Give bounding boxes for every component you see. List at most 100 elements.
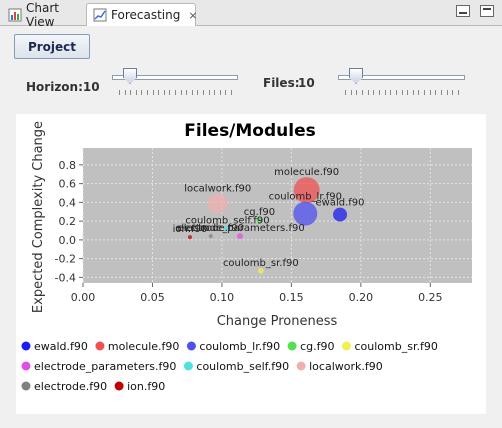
slider-tick (368, 90, 369, 95)
slider-tick (220, 90, 221, 95)
legend-label: ewald.f90 (34, 340, 88, 353)
slider-tick (396, 90, 397, 95)
legend-label: localwork.f90 (309, 360, 383, 373)
forecast-icon (93, 8, 107, 22)
legend-item[interactable]: ion.f90 (114, 380, 166, 393)
legend-label: cg.f90 (300, 340, 334, 353)
project-button[interactable]: Project (14, 34, 90, 59)
slider-tick (209, 90, 210, 95)
legend-swatch (341, 341, 351, 351)
minimize-icon[interactable] (456, 5, 470, 17)
slider-ticks (338, 90, 465, 96)
legend-item[interactable]: electrode_parameters.f90 (21, 360, 177, 373)
slider-tick (385, 90, 386, 95)
slider-tick (435, 90, 436, 95)
legend-swatch (21, 341, 31, 351)
data-point (256, 217, 263, 224)
slider-tick (418, 90, 419, 95)
point-label: coulomb_lr.f90 (269, 192, 342, 203)
slider-tick (231, 90, 232, 95)
tab-forecasting[interactable]: Forecasting ⨯ (86, 3, 198, 26)
y-tick-label: 0.2 (59, 215, 77, 228)
slider-tick (447, 90, 448, 95)
scatter-chart: Files/Modules 0.00 0.05 0.10 0.15 0.20 0.25 -… (21, 121, 472, 393)
legend-swatch (95, 341, 105, 351)
data-point (208, 234, 213, 239)
legend-swatch (296, 361, 306, 371)
legend-item[interactable]: coulomb_self.f90 (183, 360, 289, 373)
data-point (293, 177, 320, 204)
slider-tick (379, 90, 380, 95)
legend-label: electrode_parameters.f90 (34, 360, 176, 373)
x-tick-label: 0.05 (140, 291, 165, 304)
slider-tick (441, 90, 442, 95)
data-point (224, 225, 231, 232)
legend-label: ion.f90 (127, 380, 165, 393)
slider-track (112, 75, 238, 80)
slider-tick (424, 90, 425, 95)
legend-swatch (21, 361, 31, 371)
legend-item[interactable]: molecule.f90 (95, 340, 179, 353)
slider-thumb[interactable] (123, 68, 137, 84)
legend-swatch (21, 381, 31, 391)
legend-item[interactable]: coulomb_sr.f90 (341, 340, 438, 353)
legend-swatch (183, 361, 193, 371)
slider-tick (345, 90, 346, 95)
slider-tick (362, 90, 363, 95)
y-axis: -0.4 -0.2 0.0 0.2 0.4 0.6 0.8 (55, 159, 83, 284)
data-point (293, 201, 318, 226)
slider-tick (119, 90, 120, 95)
slider-tick (390, 90, 391, 95)
slider-tick (214, 90, 215, 95)
files-slider[interactable] (338, 68, 465, 98)
slider-tick (130, 90, 131, 95)
horizon-slider[interactable] (112, 68, 238, 98)
chart-panel: Files/Modules 0.00 0.05 0.10 0.15 0.20 0.25 -… (16, 114, 486, 414)
legend-item[interactable]: localwork.f90 (296, 360, 383, 373)
point-label: ion.f90 (173, 224, 208, 235)
slider-tick (452, 90, 453, 95)
legend-item[interactable]: cg.f90 (287, 340, 335, 353)
legend-item[interactable]: electrode.f90 (21, 380, 108, 393)
data-point (236, 233, 243, 240)
slider-tick (136, 90, 137, 95)
x-tick-label: 0.25 (418, 291, 443, 304)
point-label: coulomb_sr.f90 (223, 258, 299, 269)
tab-chart-view[interactable]: Chart View (2, 1, 86, 29)
slider-tick (430, 90, 431, 95)
chart-icon (8, 8, 22, 22)
legend-label: coulomb_sr.f90 (354, 340, 437, 353)
legend-label: coulomb_lr.f90 (199, 340, 280, 353)
x-tick-label: 0.15 (279, 291, 304, 304)
slider-ticks (112, 90, 238, 96)
slider-tick (147, 90, 148, 95)
slider-tick (153, 90, 154, 95)
close-icon[interactable]: ⨯ (188, 8, 198, 22)
chart-title: Files/Modules (184, 121, 315, 141)
window-controls (456, 5, 494, 17)
slider-tick (186, 90, 187, 95)
legend-item[interactable]: coulomb_lr.f90 (186, 340, 280, 353)
slider-tick (356, 90, 357, 95)
slider-tick (402, 90, 403, 95)
point-label: cg.f90 (244, 207, 275, 218)
tab-label: Forecasting (111, 8, 181, 22)
x-axis-label: Change Proneness (217, 314, 338, 329)
legend: ewald.f90 molecule.f90 coulomb_lr.f90 cg.f9… (21, 340, 438, 393)
point-label: molecule.f90 (274, 167, 339, 178)
slider-tick (125, 90, 126, 95)
point-label: localwork.f90 (184, 183, 251, 194)
point-label: electrode.f90 (178, 223, 244, 234)
plot-area (83, 148, 472, 283)
legend-item[interactable]: ewald.f90 (21, 340, 88, 353)
maximize-icon[interactable] (480, 5, 494, 17)
forecasting-view: Project Horizon:10 Files: 10 Files/Modul… (0, 26, 502, 428)
slider-tick (141, 90, 142, 95)
x-tick-label: 0.20 (349, 291, 374, 304)
data-point (207, 193, 228, 214)
slider-track (338, 75, 465, 80)
slider-thumb[interactable] (349, 68, 363, 84)
data-point (257, 267, 264, 274)
data-points: ewald.f90 molecule.f90 coulomb_lr.f90 cg.f9… (173, 167, 365, 274)
horizon-label: Horizon:10 (26, 80, 100, 94)
